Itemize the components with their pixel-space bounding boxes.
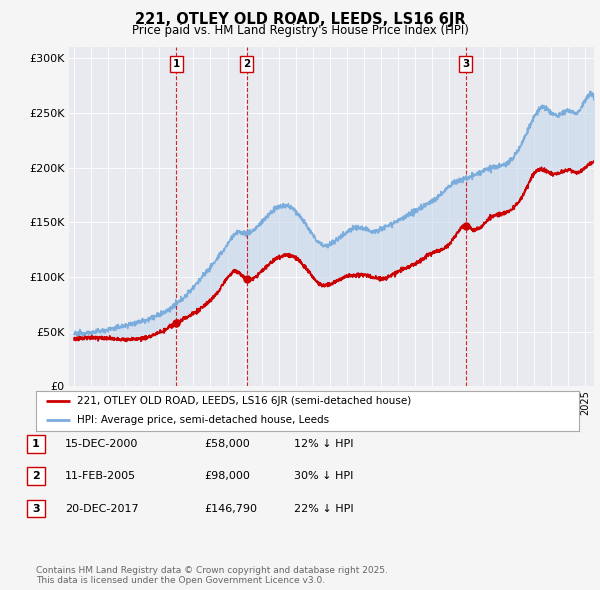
Text: £98,000: £98,000 <box>204 471 250 481</box>
Text: 1: 1 <box>32 439 40 448</box>
Text: 12% ↓ HPI: 12% ↓ HPI <box>294 439 353 448</box>
Text: 221, OTLEY OLD ROAD, LEEDS, LS16 6JR (semi-detached house): 221, OTLEY OLD ROAD, LEEDS, LS16 6JR (se… <box>77 396 411 407</box>
Text: 2: 2 <box>32 471 40 481</box>
Text: £146,790: £146,790 <box>204 504 257 513</box>
Text: HPI: Average price, semi-detached house, Leeds: HPI: Average price, semi-detached house,… <box>77 415 329 425</box>
Text: £58,000: £58,000 <box>204 439 250 448</box>
Text: Contains HM Land Registry data © Crown copyright and database right 2025.
This d: Contains HM Land Registry data © Crown c… <box>36 566 388 585</box>
Text: 22% ↓ HPI: 22% ↓ HPI <box>294 504 353 513</box>
Text: 30% ↓ HPI: 30% ↓ HPI <box>294 471 353 481</box>
Text: 3: 3 <box>462 59 469 69</box>
Text: 2: 2 <box>243 59 250 69</box>
Text: Price paid vs. HM Land Registry's House Price Index (HPI): Price paid vs. HM Land Registry's House … <box>131 24 469 37</box>
Text: 3: 3 <box>32 504 40 513</box>
Text: 1: 1 <box>173 59 180 69</box>
Text: 20-DEC-2017: 20-DEC-2017 <box>65 504 139 513</box>
Text: 221, OTLEY OLD ROAD, LEEDS, LS16 6JR: 221, OTLEY OLD ROAD, LEEDS, LS16 6JR <box>134 12 466 27</box>
Text: 15-DEC-2000: 15-DEC-2000 <box>65 439 138 448</box>
Text: 11-FEB-2005: 11-FEB-2005 <box>65 471 136 481</box>
